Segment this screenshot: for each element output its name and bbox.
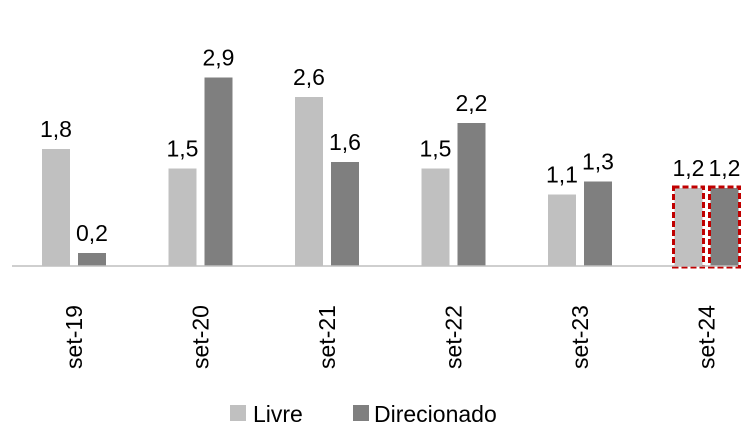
- x-tick-set-24: set-24: [694, 305, 720, 369]
- value-label-livre-set-21: 2,6: [293, 64, 325, 90]
- bar-direcionado-set-23: [584, 181, 612, 266]
- value-label-livre-set-20: 1,5: [167, 136, 199, 162]
- x-tick-set-21: set-21: [314, 305, 340, 369]
- bar-direcionado-set-20: [204, 77, 233, 266]
- value-label-livre-set-19: 1,8: [40, 116, 72, 142]
- legend-swatch-livre: [230, 405, 246, 421]
- bar-livre-set-21: [295, 97, 323, 266]
- bar-livre-set-22: [421, 168, 450, 266]
- legend: Livre Direcionado: [230, 401, 497, 427]
- bars-layer: [42, 77, 741, 269]
- value-label-livre-set-23: 1,1: [546, 162, 578, 188]
- value-label-livre-set-22: 1,5: [420, 136, 452, 162]
- value-label-direcionado-set-20: 2,9: [203, 45, 235, 71]
- bar-livre-set-19: [42, 149, 70, 266]
- value-label-direcionado-set-22: 2,2: [456, 90, 488, 116]
- legend-label-direcionado: Direcionado: [374, 401, 497, 427]
- bar-direcionado-set-19: [78, 253, 106, 266]
- legend-label-livre: Livre: [253, 401, 303, 427]
- highlight-box-livre-set-24: [672, 185, 705, 269]
- value-label-direcionado-set-19: 0,2: [76, 220, 108, 246]
- x-tick-set-19: set-19: [61, 305, 87, 369]
- x-tick-set-23: set-23: [567, 305, 593, 369]
- bar-livre-set-24: [674, 188, 703, 266]
- value-label-livre-set-24: 1,2: [673, 155, 705, 181]
- bar-direcionado-set-24: [710, 188, 739, 266]
- bar-direcionado-set-22: [457, 123, 486, 266]
- value-label-direcionado-set-24: 1,2: [709, 155, 741, 181]
- x-tick-labels: set-19 set-20 set-21 set-22 set-23 set-24: [61, 305, 720, 369]
- x-tick-set-20: set-20: [188, 305, 214, 369]
- value-label-direcionado-set-23: 1,3: [582, 149, 614, 175]
- legend-swatch-direcionado: [353, 405, 369, 421]
- value-label-direcionado-set-21: 1,6: [329, 129, 361, 155]
- bar-livre-set-23: [548, 194, 576, 266]
- value-labels-layer: 1,80,21,52,92,61,6 1,52,21,1 1,3 1,2 1,2: [40, 45, 740, 247]
- x-tick-set-22: set-22: [441, 305, 467, 369]
- bar-direcionado-set-21: [331, 162, 359, 266]
- highlight-box-direcionado-set-24: [708, 185, 741, 269]
- bar-livre-set-20: [168, 168, 197, 266]
